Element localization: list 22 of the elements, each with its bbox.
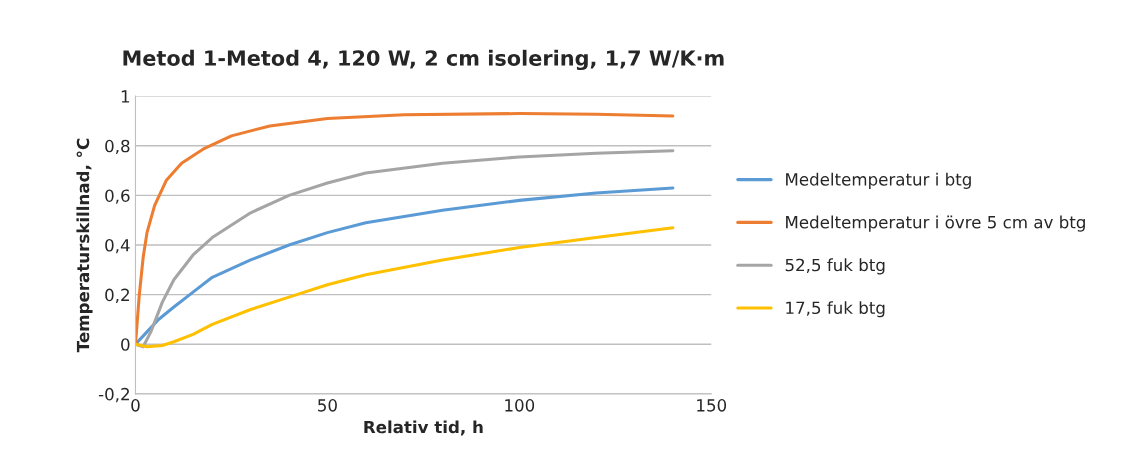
y-tick-label: 0,4: [105, 238, 130, 254]
y-tick-label: 0,2: [105, 288, 129, 303]
x-tick-label: 50: [318, 399, 337, 412]
legend-label: 52,5 fuk btg: [785, 258, 885, 275]
line-series: [135, 149, 675, 349]
x-tick-label: 100: [505, 399, 535, 412]
y-tick-label: -0,2: [98, 387, 129, 403]
legend-label: Medeltemperatur i övre 5 cm av btg: [786, 215, 1085, 232]
y-tick-label: 0: [121, 338, 130, 351]
line-series: [135, 226, 675, 349]
y-axis-title: Temperaturskillnad, °C: [76, 138, 93, 353]
line-series: [135, 112, 675, 346]
y-tick-label: 0,8: [105, 139, 130, 155]
chart-title: Metod 1-Metod 4, 120 W, 2 cm isolering, 1,7 W/K·m: [123, 49, 724, 71]
x-axis-title: Relativ tid, h: [364, 420, 483, 436]
y-tick-label: 0,6: [105, 189, 130, 204]
y-tick-label: 1: [121, 90, 130, 103]
x-tick-label: 150: [697, 399, 727, 412]
x-tick-label: 0: [131, 399, 140, 412]
legend-label: 17,5 fuk btg: [786, 301, 885, 318]
line-series: [135, 186, 675, 346]
legend-label: Medeltemperatur i btg: [786, 172, 971, 189]
